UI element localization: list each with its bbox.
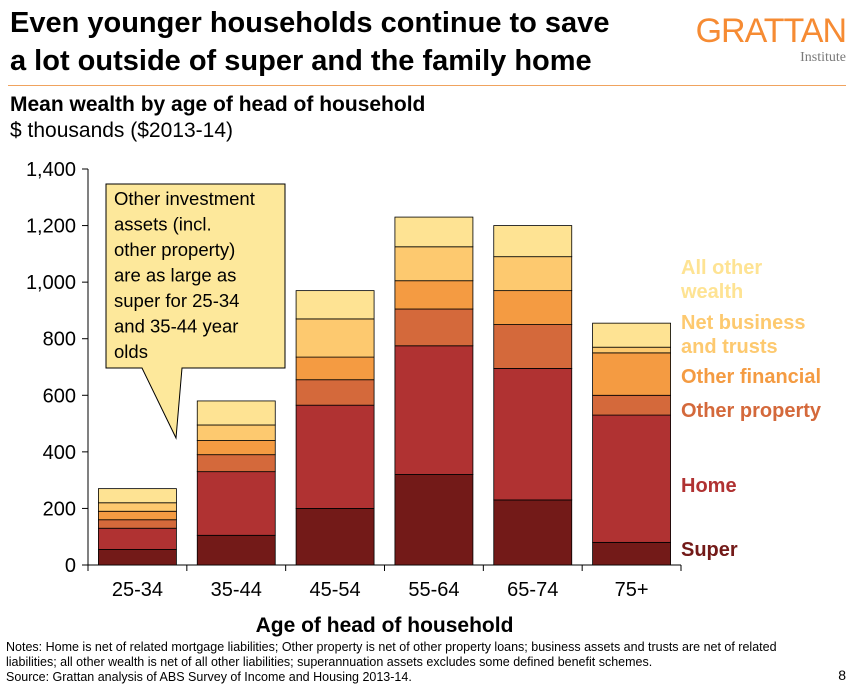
bar-segment <box>98 549 177 566</box>
bar-segment <box>592 352 671 396</box>
bar-segment <box>98 488 177 504</box>
grattan-logo: GRATTAN Institute <box>695 12 847 66</box>
bar-segment <box>493 499 573 566</box>
bar-segment <box>196 454 276 473</box>
x-axis-title: Age of head of household <box>256 614 514 637</box>
bar-segment <box>98 502 177 512</box>
y-tick-label: 0 <box>65 555 76 577</box>
bar-segment <box>592 414 671 543</box>
x-tick-label: 75+ <box>615 579 649 601</box>
y-tick-label: 600 <box>43 385 76 407</box>
bar-segment <box>98 519 177 529</box>
bar-segment <box>98 527 177 550</box>
notes-line-2: liabilities; all other wealth is net of … <box>6 655 653 669</box>
legend-label: Other property <box>681 400 822 422</box>
bar-segment <box>592 394 671 416</box>
title-line-1: Even younger households continue to save <box>10 7 610 39</box>
logo-main-text: GRATTAN <box>695 12 847 50</box>
bar-segment <box>295 356 375 381</box>
y-tick-label: 800 <box>43 329 76 351</box>
y-tick-label: 400 <box>43 442 76 464</box>
bar-segment <box>592 322 671 348</box>
bar-segment <box>196 424 276 441</box>
legend-label: Super <box>681 539 738 561</box>
x-tick-label: 35-44 <box>211 579 262 601</box>
bar-segment <box>394 280 474 310</box>
bar-segment <box>98 510 177 521</box>
bar-segment <box>295 404 375 509</box>
y-tick-label: 1,200 <box>26 216 76 238</box>
bar-segment <box>493 324 573 369</box>
logo-sub-text: Institute <box>800 50 846 65</box>
bar-segment <box>493 290 573 325</box>
x-tick-label: 65-74 <box>507 579 558 601</box>
y-tick-label: 200 <box>43 498 76 520</box>
bar-segment <box>394 308 474 347</box>
chart-notes: Notes: Home is net of related mortgage l… <box>6 640 836 685</box>
bar-segment <box>493 368 573 501</box>
page-number: 8 <box>838 667 846 683</box>
legend-label: Other financial <box>681 366 821 388</box>
bar-segment <box>196 534 276 566</box>
callout-box <box>105 183 286 440</box>
bar-segment <box>592 541 671 566</box>
title-divider <box>8 85 846 86</box>
legend-label: Net business and trusts <box>681 312 805 358</box>
legend-label: Home <box>681 475 737 497</box>
bar-segment <box>196 400 276 426</box>
bar-segment <box>196 440 276 456</box>
callout-text: Other investment assets (incl. other prope… <box>114 188 255 362</box>
chart-title: Mean wealth by age of head of household <box>10 93 426 116</box>
stacked-bar-chart: 0 200 400 600 800 1,000 1,200 1,400 25-34 35-44 45… <box>26 159 822 637</box>
chart-units: $ thousands ($2013-14) <box>10 119 233 142</box>
bar-segment <box>394 246 474 282</box>
x-tick-label: 45-54 <box>310 579 361 601</box>
notes-source: Source: Grattan analysis of ABS Survey o… <box>6 670 412 684</box>
title-line-2: a lot outside of super and the family ho… <box>10 45 592 77</box>
bar-segment <box>295 290 375 320</box>
bar-segment <box>196 471 276 536</box>
y-tick-label: 1,000 <box>26 272 76 294</box>
slide-title: Even younger households continue to save… <box>10 4 690 80</box>
bar-segment <box>394 216 474 248</box>
bar-segment <box>295 508 375 566</box>
x-tick-label: 25-34 <box>112 579 163 601</box>
bar-segment <box>295 379 375 406</box>
legend-label: All other wealth <box>680 257 762 303</box>
bar-segment <box>493 256 573 292</box>
notes-line-1: Notes: Home is net of related mortgage l… <box>6 640 777 654</box>
bar-segment <box>295 318 375 358</box>
bar-segment <box>394 474 474 566</box>
bar-segment <box>592 346 671 354</box>
y-tick-label: 1,400 <box>26 159 76 181</box>
x-tick-label: 55-64 <box>408 579 459 601</box>
bar-segment <box>394 345 474 475</box>
bar-segment <box>493 225 573 258</box>
